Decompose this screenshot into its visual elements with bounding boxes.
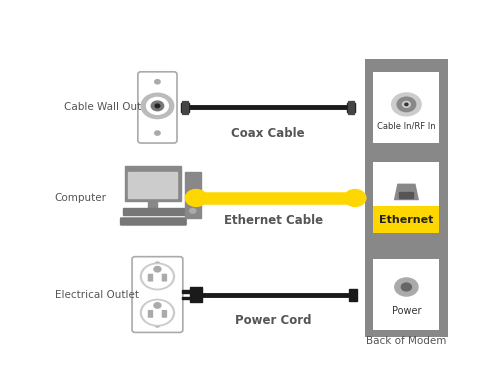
Text: Electrical Outlet: Electrical Outlet [56, 290, 140, 299]
Bar [346, 103, 355, 112]
Text: Back of Modem: Back of Modem [366, 336, 446, 347]
FancyBboxPatch shape [162, 310, 167, 318]
Circle shape [397, 97, 415, 112]
Text: Ethernet: Ethernet [379, 215, 434, 225]
Circle shape [155, 323, 160, 327]
Circle shape [142, 265, 172, 288]
Circle shape [151, 101, 164, 111]
Bar [182, 101, 184, 114]
Polygon shape [394, 183, 419, 200]
Bar [180, 103, 189, 112]
Text: Cable In/RF In: Cable In/RF In [377, 121, 436, 130]
Circle shape [146, 98, 169, 114]
Bar [184, 172, 201, 218]
Bar [128, 172, 177, 198]
Bar [122, 208, 188, 216]
Bar [182, 296, 190, 299]
Bar [182, 290, 190, 292]
Text: Cable Wall Outlet: Cable Wall Outlet [64, 102, 154, 113]
Text: Ethernet Cable: Ethernet Cable [224, 214, 323, 227]
Bar [348, 101, 349, 114]
Bar [350, 101, 352, 114]
Circle shape [154, 131, 160, 135]
Circle shape [154, 80, 160, 84]
FancyBboxPatch shape [138, 72, 177, 143]
Bar [352, 101, 354, 114]
Circle shape [140, 263, 174, 290]
Text: Coax Cable: Coax Cable [231, 127, 304, 140]
Circle shape [405, 103, 408, 105]
Circle shape [392, 93, 421, 116]
Bar [374, 259, 440, 330]
Bar [190, 287, 202, 302]
Circle shape [154, 303, 161, 308]
Circle shape [186, 189, 207, 207]
FancyBboxPatch shape [120, 217, 187, 226]
Text: Power: Power [392, 306, 421, 316]
Circle shape [190, 209, 196, 213]
Bar [374, 72, 440, 143]
Text: Power Cord: Power Cord [236, 314, 312, 327]
FancyBboxPatch shape [162, 274, 167, 281]
Circle shape [155, 104, 160, 108]
Circle shape [140, 299, 174, 326]
Bar [365, 59, 448, 337]
Circle shape [402, 102, 410, 107]
Circle shape [154, 267, 161, 272]
FancyBboxPatch shape [132, 257, 183, 332]
Circle shape [141, 93, 174, 118]
FancyBboxPatch shape [148, 274, 153, 281]
Circle shape [344, 189, 366, 207]
Bar [148, 200, 157, 209]
Bar [186, 101, 188, 114]
FancyBboxPatch shape [148, 310, 153, 318]
Bar [349, 289, 357, 301]
Bar [400, 192, 413, 198]
Bar [184, 101, 186, 114]
Bar [124, 166, 180, 201]
Bar [374, 163, 440, 233]
Circle shape [395, 278, 418, 296]
Bar [374, 207, 440, 233]
Text: Computer: Computer [54, 193, 106, 203]
Circle shape [142, 301, 172, 324]
Circle shape [155, 262, 160, 266]
Circle shape [402, 283, 411, 291]
